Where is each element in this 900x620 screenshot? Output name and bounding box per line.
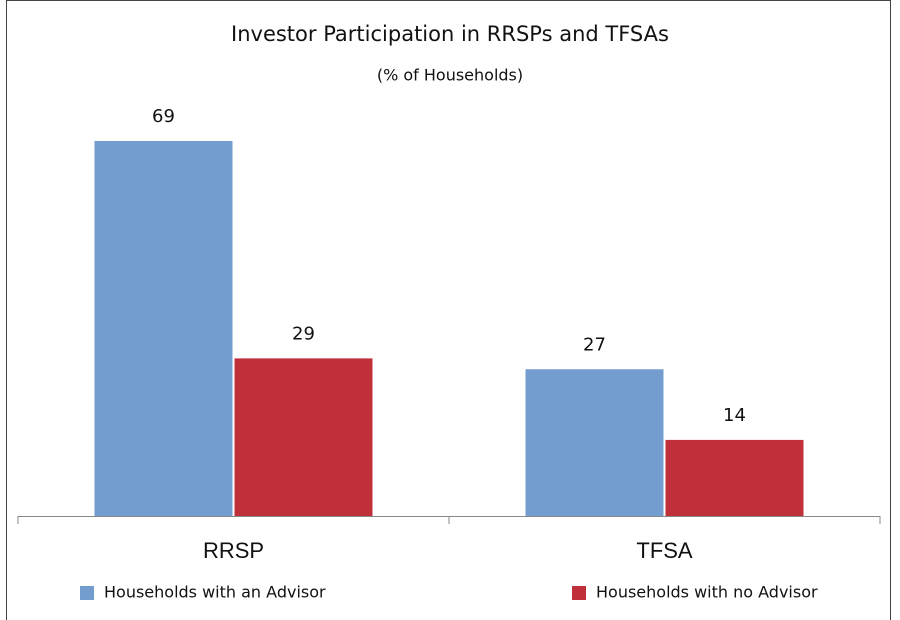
bar: [234, 358, 373, 516]
bar: [94, 141, 233, 516]
bar: [665, 439, 804, 516]
x-tick-label: TFSA: [636, 538, 693, 563]
x-tick-label: RRSP: [203, 538, 264, 563]
chart-frame: [6, 0, 891, 620]
value-label: 27: [583, 334, 606, 355]
chart-title: Investor Participation in RRSPs and TFSA…: [231, 22, 669, 46]
value-label: 14: [723, 405, 746, 426]
value-label: 29: [292, 323, 315, 344]
legend-swatch: [80, 586, 94, 600]
chart-subtitle: (% of Households): [377, 66, 523, 85]
legend-label: Households with no Advisor: [596, 583, 818, 602]
legend-label: Households with an Advisor: [104, 583, 326, 602]
legend-swatch: [572, 586, 586, 600]
bar: [525, 369, 664, 516]
value-label: 69: [152, 106, 175, 127]
